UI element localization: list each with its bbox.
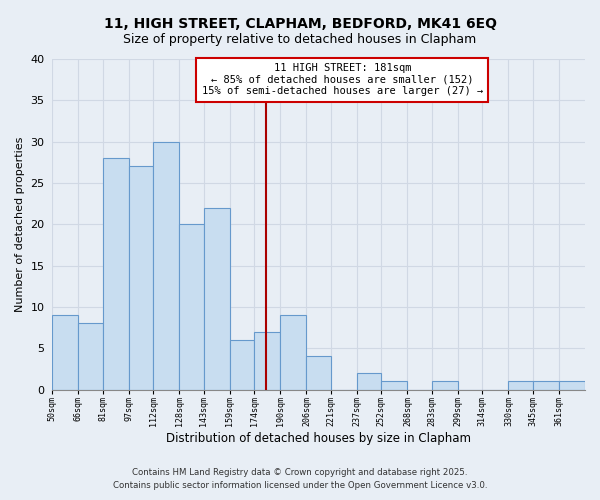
Text: Contains HM Land Registry data © Crown copyright and database right 2025.
Contai: Contains HM Land Registry data © Crown c… <box>113 468 487 490</box>
Bar <box>103 158 129 390</box>
Bar <box>533 381 559 390</box>
Bar <box>254 332 280 390</box>
Text: Size of property relative to detached houses in Clapham: Size of property relative to detached ho… <box>124 32 476 46</box>
Bar <box>129 166 154 390</box>
Bar <box>432 381 458 390</box>
Text: 11, HIGH STREET, CLAPHAM, BEDFORD, MK41 6EQ: 11, HIGH STREET, CLAPHAM, BEDFORD, MK41 … <box>104 18 497 32</box>
Bar <box>280 315 307 390</box>
Bar <box>79 324 103 390</box>
Bar <box>154 142 179 390</box>
Bar <box>508 381 533 390</box>
Y-axis label: Number of detached properties: Number of detached properties <box>15 136 25 312</box>
Text: 11 HIGH STREET: 181sqm
← 85% of detached houses are smaller (152)
15% of semi-de: 11 HIGH STREET: 181sqm ← 85% of detached… <box>202 63 483 96</box>
Bar <box>559 381 585 390</box>
Bar <box>179 224 204 390</box>
Bar <box>52 315 79 390</box>
Bar <box>357 373 382 390</box>
Bar <box>307 356 331 390</box>
Bar <box>230 340 254 390</box>
Bar <box>204 208 230 390</box>
Bar <box>382 381 407 390</box>
X-axis label: Distribution of detached houses by size in Clapham: Distribution of detached houses by size … <box>166 432 471 445</box>
